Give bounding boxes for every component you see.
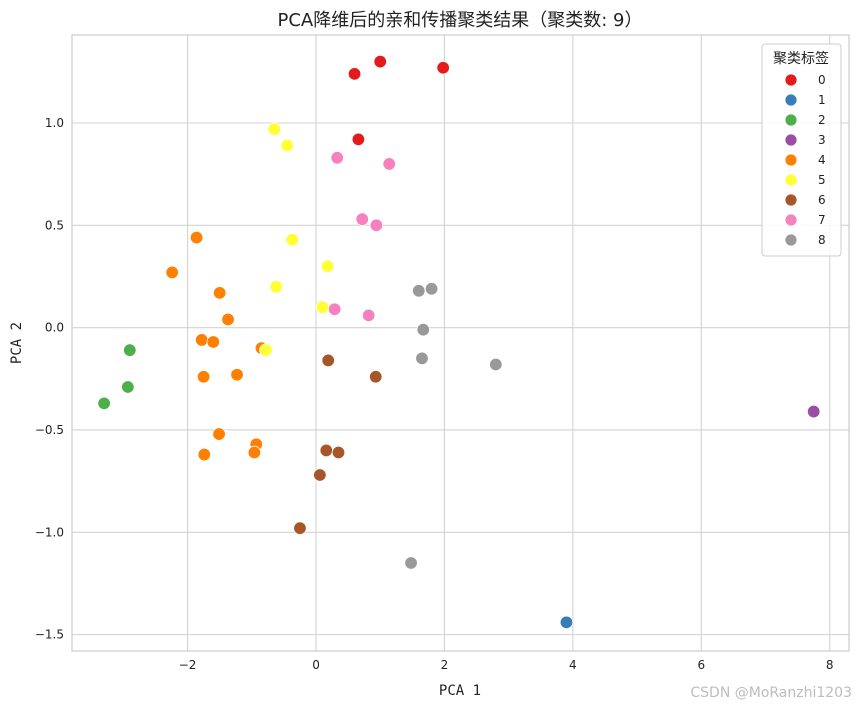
point-cluster-7 [361,308,376,323]
point-cluster-6 [331,445,346,460]
legend-label-1: 1 [818,93,826,107]
y-tick-label: 1.0 [45,116,64,130]
point-cluster-0 [436,61,450,75]
watermark: CSDN @MoRanzhi1203 [690,685,852,701]
point-cluster-8 [415,351,429,366]
legend-label-4: 4 [818,153,826,167]
legend-label-0: 0 [818,73,826,87]
point-cluster-6 [369,370,383,384]
y-tick-label: 0.0 [45,321,64,335]
point-cluster-5 [259,343,273,357]
legend-label-7: 7 [818,213,826,227]
point-cluster-4 [212,427,226,441]
point-cluster-2 [123,343,137,357]
x-tick-label: 2 [441,658,449,672]
point-cluster-7 [355,212,369,226]
data-points [97,54,821,630]
legend-label-8: 8 [818,233,826,247]
point-cluster-5 [269,280,283,294]
point-cluster-0 [373,54,387,69]
point-cluster-6 [321,353,335,368]
legend-label-2: 2 [818,113,826,127]
x-tick-label: 0 [312,658,320,672]
point-cluster-2 [97,396,111,411]
legend-items: 0 1 2 3 4 5 6 7 8 [784,73,826,247]
grid-lines [72,35,849,651]
legend-marker-6 [784,193,798,207]
legend-marker-5 [784,173,798,187]
x-tick-label: 6 [697,658,705,672]
legend-marker-3 [784,133,798,147]
point-cluster-5 [320,259,335,273]
legend-box [761,43,842,257]
point-cluster-8 [412,284,426,298]
legend-marker-1 [784,93,798,107]
x-tick-label: 8 [826,658,834,672]
point-cluster-8 [416,322,430,337]
point-cluster-7 [369,218,384,233]
x-tick-label: −2 [179,658,197,672]
point-cluster-8 [489,357,503,372]
point-cluster-4 [195,333,209,347]
y-tick-label: −1.5 [35,628,64,642]
y-tick-label: −1.0 [35,525,64,539]
point-cluster-5 [285,232,299,247]
point-cluster-8 [424,282,439,296]
point-cluster-4 [197,447,211,462]
x-axis-ticks: −2 0 2 4 6 8 [179,658,834,672]
point-cluster-4 [196,370,211,384]
point-cluster-4 [206,335,220,349]
point-cluster-5 [267,122,281,136]
y-tick-label: 0.5 [45,218,64,232]
point-cluster-4 [230,368,244,382]
point-cluster-7 [382,157,396,171]
point-cluster-4 [247,445,262,460]
legend-marker-0 [784,73,798,87]
point-cluster-4 [212,286,227,300]
legend: 聚类标签 0 1 2 3 4 5 6 7 8 [761,43,842,257]
chart-title: PCA降维后的亲和传播聚类结果（聚类数: 9） [278,10,643,31]
point-cluster-4 [165,265,179,280]
point-cluster-6 [319,443,333,458]
y-axis-label: PCA 2 [9,322,25,364]
point-cluster-5 [315,300,330,314]
point-cluster-6 [293,521,307,535]
point-cluster-4 [189,230,204,245]
y-tick-label: −0.5 [35,423,64,437]
legend-label-5: 5 [818,173,826,187]
legend-marker-2 [784,113,798,127]
point-cluster-7 [330,151,344,165]
legend-marker-7 [784,213,798,227]
point-cluster-5 [280,138,294,153]
point-cluster-1 [559,615,574,630]
y-axis-ticks: −1.5 −1.0 −0.5 0.0 0.5 1.0 [35,116,64,642]
point-cluster-2 [121,380,135,394]
point-cluster-0 [351,132,366,147]
point-cluster-4 [221,312,235,327]
point-cluster-8 [404,556,418,570]
plot-frame [71,34,850,652]
legend-marker-8 [784,233,798,247]
point-cluster-3 [806,404,821,419]
x-tick-label: 4 [569,658,577,672]
point-cluster-0 [347,67,362,81]
legend-label-3: 3 [818,133,826,147]
point-cluster-6 [313,468,327,482]
x-axis-label: PCA 1 [439,683,481,699]
point-cluster-7 [327,302,342,316]
legend-label-6: 6 [818,193,826,207]
legend-title: 聚类标签 [773,50,829,67]
legend-marker-4 [784,153,798,167]
